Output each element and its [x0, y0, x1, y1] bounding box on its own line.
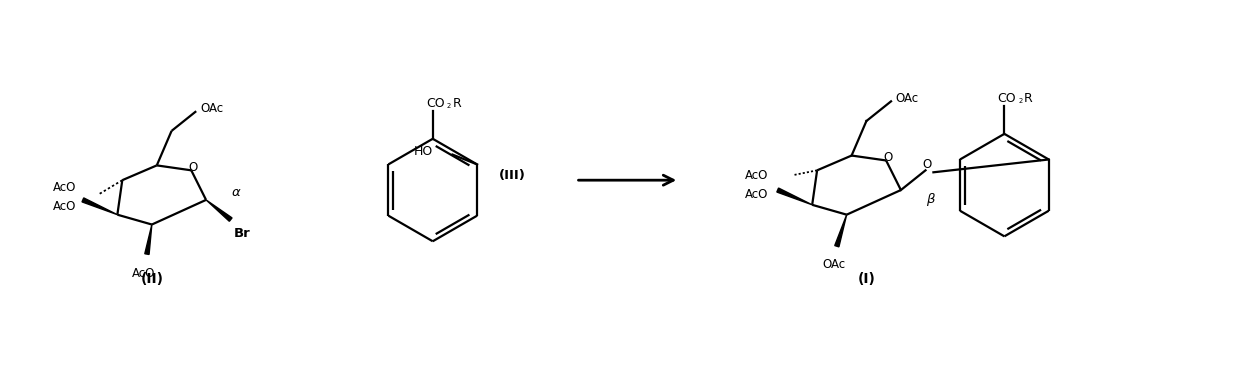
- Text: AcO: AcO: [744, 169, 768, 182]
- Text: AcO: AcO: [52, 181, 76, 194]
- Text: OAc: OAc: [200, 102, 223, 115]
- Polygon shape: [776, 188, 812, 205]
- Text: R: R: [453, 97, 461, 110]
- Text: AcO: AcO: [133, 267, 156, 280]
- Text: (II): (II): [140, 272, 164, 286]
- Text: CO: CO: [425, 97, 444, 110]
- Text: $\beta$: $\beta$: [925, 191, 936, 208]
- Polygon shape: [206, 200, 232, 221]
- Text: OAc: OAc: [822, 258, 846, 271]
- Text: AcO: AcO: [744, 189, 768, 201]
- Text: $_2$: $_2$: [1018, 96, 1023, 106]
- Text: AcO: AcO: [52, 200, 76, 213]
- Text: Br: Br: [233, 228, 250, 241]
- Text: $_2$: $_2$: [446, 101, 451, 111]
- Text: CO: CO: [997, 92, 1016, 105]
- Text: OAc: OAc: [895, 92, 918, 105]
- Text: (I): (I): [857, 272, 875, 286]
- Text: HO: HO: [413, 145, 433, 158]
- Text: O: O: [883, 151, 893, 164]
- Text: O: O: [921, 158, 931, 171]
- Text: R: R: [1024, 92, 1033, 105]
- Text: (III): (III): [498, 169, 526, 182]
- Text: O: O: [188, 161, 197, 174]
- Polygon shape: [82, 198, 118, 215]
- Polygon shape: [145, 224, 151, 254]
- Polygon shape: [835, 215, 847, 247]
- Text: $\alpha$: $\alpha$: [231, 186, 242, 199]
